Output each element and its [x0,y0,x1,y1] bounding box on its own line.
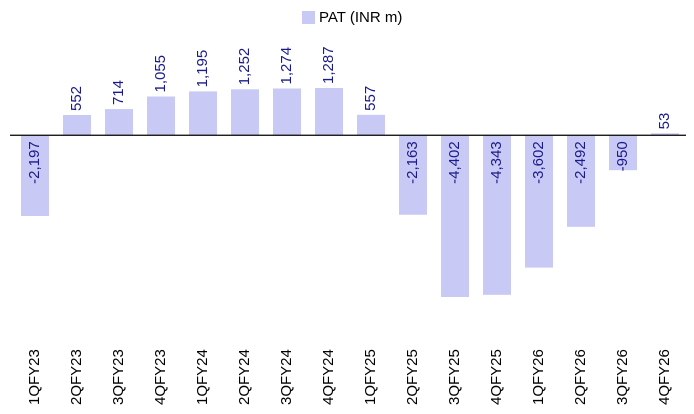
x-tick-label: 4QFY24 [320,349,337,405]
x-tick-label: 1QFY24 [194,349,211,405]
x-tick-label: 1QFY23 [26,349,43,405]
value-label: -2,197 [26,141,43,184]
value-label: 1,195 [194,50,211,88]
bar [399,135,427,215]
value-label: -2,163 [404,141,421,184]
bar [609,135,637,171]
x-tick-label: 3QFY23 [110,349,127,405]
x-tick-label: 4QFY25 [488,349,505,405]
bar [525,135,553,268]
x-tick-label: 4QFY23 [152,349,169,405]
value-label: 552 [68,86,85,111]
x-tick-label: 3QFY26 [614,349,631,405]
x-tick-label: 2QFY25 [404,349,421,405]
bar [21,135,49,216]
bar [357,114,385,136]
bar [63,115,91,136]
bar [483,135,511,295]
bar [147,96,175,136]
value-label: -950 [614,141,631,171]
bar [189,91,217,136]
value-label: 1,252 [236,48,253,86]
value-label: 53 [656,113,673,130]
bar [651,133,679,136]
value-label: -2,492 [572,141,589,184]
x-tick-label: 2QFY23 [68,349,85,405]
bar [105,109,133,136]
x-tick-label: 4QFY26 [656,349,673,405]
bar [441,135,469,297]
legend-swatch [302,11,315,24]
value-label: -3,602 [530,141,547,184]
bar [315,88,343,136]
bar [567,135,595,227]
value-label: 1,055 [152,55,169,93]
value-label: 1,287 [320,46,337,84]
value-label: 714 [110,80,127,105]
bar [273,88,301,136]
x-tick-label: 3QFY25 [446,349,463,405]
value-label: -4,402 [446,141,463,184]
x-tick-label: 2QFY26 [572,349,589,405]
x-tick-label: 1QFY26 [530,349,547,405]
x-tick-label: 2QFY24 [236,349,253,405]
value-label: 1,274 [278,47,295,85]
legend-label: PAT (INR m) [319,9,402,26]
x-tick-label: 3QFY24 [278,349,295,405]
value-label: -4,343 [488,141,505,184]
x-tick-label: 1QFY25 [362,349,379,405]
value-label: 557 [362,86,379,111]
bar [231,89,259,136]
